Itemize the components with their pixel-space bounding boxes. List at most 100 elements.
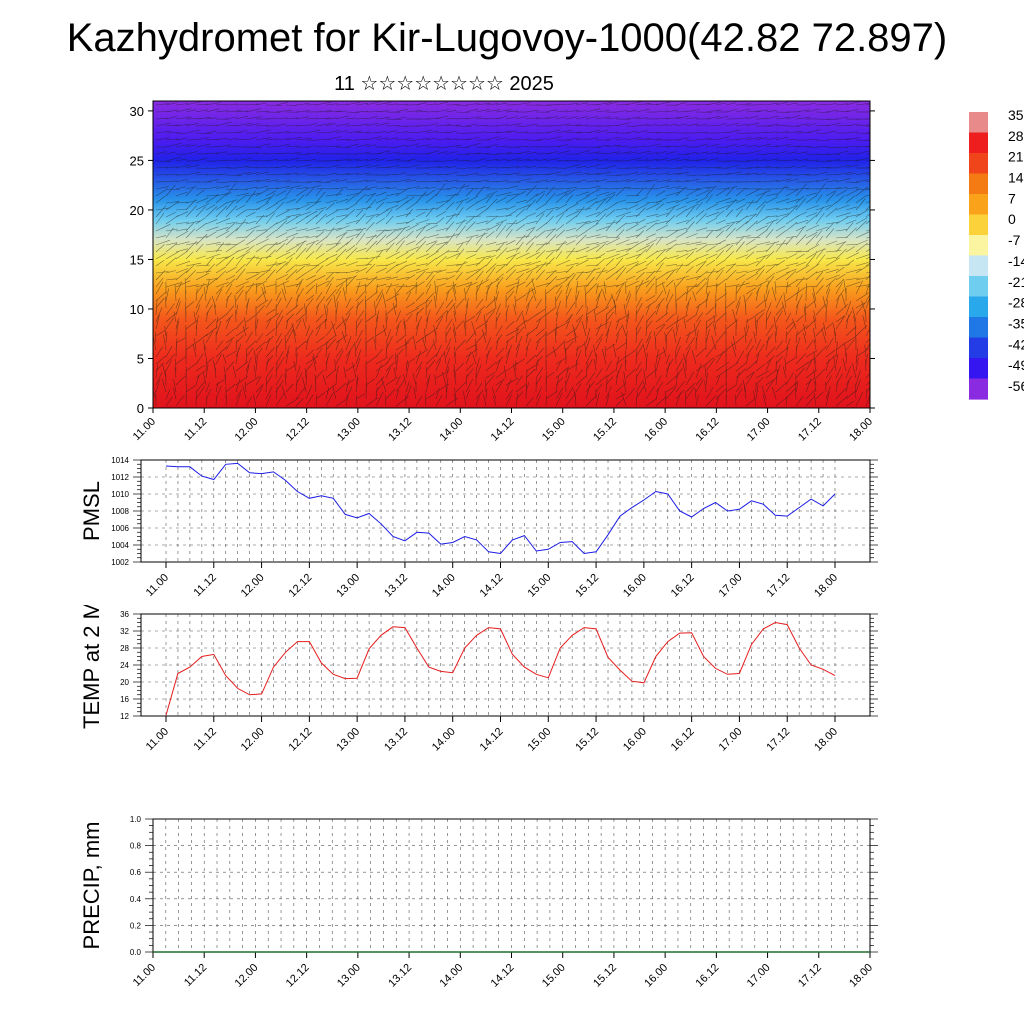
y-tick-label: 0.2 [130,921,142,930]
colorbar-label: 35 [1008,107,1024,123]
x-tick-label: 13.12 [386,962,414,990]
x-tick-label: 16.00 [642,416,670,444]
colorbar-label: 7 [1008,190,1016,206]
cross-section-chart: 0 5 10 15 20 25 30 11.00 11.12 12.00 12.12 13.00 13.… [130,100,875,444]
y-tick-label: 1006 [111,524,129,533]
x-tick-label: 17.00 [717,572,745,600]
x-tick-label: 12.12 [284,962,312,990]
x-tick-label: 14.00 [430,572,458,600]
colorbar-legend: 35 28 21 14 7 0 -7 -14 -21 -28 -35 -42 -49 -56 [969,107,1024,400]
x-tick-label: 14.00 [437,416,465,444]
colorbar-swatch [969,153,988,175]
temp2m-chart: 12 16 20 24 28 32 36 11.00 11.12 12.00 12.12 13.00 1… [79,605,878,754]
x-tick-label: 14.12 [489,416,517,444]
chart-title: Kazhydromet for Kir-Lugovoy-1000(42.82 7… [66,16,948,60]
x-tick-label: 14.12 [478,572,506,600]
y-tick-label: 0 [137,401,144,416]
y-tick-label: 30 [130,104,144,119]
x-tick-label: 11.00 [144,572,171,599]
x-tick-label: 12.12 [284,416,312,444]
pmsl-grid [141,460,870,562]
colorbar-label: -49 [1008,357,1024,373]
y-tick-label: 24 [120,661,129,670]
y-tick-label: 0.4 [130,895,142,904]
y-tick-label: 10 [130,302,144,317]
colorbar-swatch [969,235,988,257]
x-tick-label: 14.00 [430,726,458,754]
y-tick-label: 20 [130,203,144,218]
x-tick-label: 14.12 [478,726,506,754]
y-tick-label: 0.8 [130,842,142,851]
y-tick-label: 20 [120,678,129,687]
colorbar-swatch [969,317,988,339]
x-tick-label: 12.12 [287,572,315,600]
y-tick-label: 1002 [111,558,129,567]
x-tick-label: 18.00 [812,572,840,600]
colorbar-swatch [969,337,988,359]
colorbar-label: -28 [1008,295,1024,311]
colorbar-label: 21 [1008,149,1024,165]
x-tick-label: 12.00 [239,572,267,600]
x-tick-label: 15.12 [573,572,601,600]
colorbar-label: 0 [1008,211,1016,227]
colorbar-swatch [969,255,988,277]
y-tick-label: 1010 [111,490,129,499]
x-tick-label: 15.00 [540,416,568,444]
x-tick-label: 16.12 [694,416,722,444]
temp2m-series-line [165,621,836,716]
x-tick-label: 12.00 [239,726,267,754]
y-tick-label: 25 [130,153,144,168]
y-tick-label: 1008 [111,507,129,516]
x-tick-label: 13.00 [334,572,362,600]
x-tick-label: 11.00 [131,416,158,443]
y-tick-label: 12 [120,712,129,721]
x-tick-label: 12.00 [233,416,261,444]
x-tick-label: 16.00 [621,726,649,754]
x-tick-label: 17.12 [764,726,792,754]
colorbar-label: -35 [1008,316,1024,332]
x-tick-label: 15.00 [525,572,553,600]
y-tick-label: 5 [137,351,144,366]
colorbar-swatch [969,132,988,154]
x-tick-label: 11.12 [182,962,209,989]
wind-vectors [153,101,870,407]
x-tick-label: 15.00 [540,962,568,990]
colorbar-swatch [969,276,988,298]
colorbar-swatch [969,296,988,318]
y-tick-label: 28 [120,644,129,653]
x-tick-label: 18.00 [847,416,875,444]
colorbar-label: -7 [1008,232,1021,248]
x-tick-label: 18.00 [812,726,840,754]
x-tick-label: 17.00 [745,416,773,444]
pmsl-series-line [165,462,836,555]
x-tick-label: 16.12 [669,572,697,600]
y-tick-label: 32 [120,627,129,636]
x-tick-label: 17.00 [717,726,745,754]
x-tick-label: 11.00 [144,726,171,753]
y-tick-label: 0.6 [130,868,142,877]
x-tick-label: 16.00 [621,572,649,600]
x-tick-label: 13.00 [334,726,362,754]
colorbar-swatch [969,112,988,134]
x-tick-label: 12.12 [287,726,315,754]
x-tick-label: 16.00 [642,962,670,990]
colorbar-label: -14 [1008,253,1024,269]
x-tick-label: 17.00 [745,962,773,990]
x-tick-label: 13.00 [335,962,363,990]
x-tick-label: 12.00 [233,962,261,990]
x-tick-label: 15.12 [573,726,601,754]
colorbar-label: -42 [1008,336,1024,352]
x-tick-label: 11.12 [192,572,219,599]
x-tick-label: 14.12 [489,962,517,990]
y-tick-label: 0.0 [130,948,142,957]
x-tick-label: 11.00 [131,962,158,989]
x-tick-label: 14.00 [437,962,465,990]
chart-subtitle: 11 ☆☆☆☆☆☆☆☆ 2025 [334,73,554,95]
precip-chart: 0.0 0.2 0.4 0.6 0.8 1.0 11.00 11.12 12.00 12.12 13… [79,815,878,990]
temp2m-ylabel: TEMP at 2 M [79,605,104,729]
precip-grid [152,819,871,952]
y-tick-label: 1014 [111,456,129,465]
y-tick-label: 15 [130,252,144,267]
pmsl-chart: 1002 1004 1006 1008 1010 1012 1014 11.00 11.12 12… [79,456,878,600]
colorbar-label: -21 [1008,274,1024,290]
